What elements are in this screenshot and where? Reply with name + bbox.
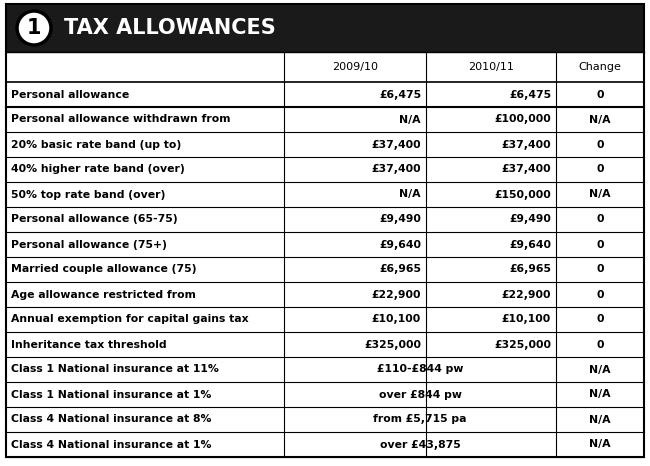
Text: £22,900: £22,900 [502,289,551,300]
Text: Personal allowance: Personal allowance [11,89,129,100]
Text: £9,490: £9,490 [379,214,421,225]
Text: £37,400: £37,400 [371,164,421,174]
Text: N/A: N/A [590,364,611,375]
Text: Annual exemption for capital gains tax: Annual exemption for capital gains tax [11,315,248,324]
Text: N/A: N/A [590,115,611,124]
Text: Change: Change [578,62,621,72]
Text: £9,640: £9,640 [379,240,421,249]
Text: Personal allowance (75+): Personal allowance (75+) [11,240,167,249]
Text: 0: 0 [596,315,604,324]
Text: £9,640: £9,640 [509,240,551,249]
Text: N/A: N/A [400,115,421,124]
Text: £37,400: £37,400 [501,164,551,174]
Text: £6,475: £6,475 [379,89,421,100]
Text: 0: 0 [596,164,604,174]
Text: 0: 0 [596,89,604,100]
Text: over £43,875: over £43,875 [380,439,460,450]
Text: £22,900: £22,900 [372,289,421,300]
Text: £100,000: £100,000 [494,115,551,124]
Text: Class 1 National insurance at 11%: Class 1 National insurance at 11% [11,364,219,375]
Text: from £5,715 pa: from £5,715 pa [373,414,467,425]
Circle shape [17,11,51,45]
Text: £6,965: £6,965 [509,265,551,274]
Text: Personal allowance withdrawn from: Personal allowance withdrawn from [11,115,231,124]
Text: Class 4 National insurance at 8%: Class 4 National insurance at 8% [11,414,211,425]
Text: Class 4 National insurance at 1%: Class 4 National insurance at 1% [11,439,211,450]
Text: 0: 0 [596,340,604,350]
Text: £6,475: £6,475 [509,89,551,100]
Bar [6,4,644,52]
Text: £10,100: £10,100 [372,315,421,324]
Text: N/A: N/A [590,390,611,399]
Text: £325,000: £325,000 [494,340,551,350]
Text: £37,400: £37,400 [371,139,421,150]
Text: Personal allowance (65-75): Personal allowance (65-75) [11,214,177,225]
Text: Inheritance tax threshold: Inheritance tax threshold [11,340,166,350]
Text: 0: 0 [596,139,604,150]
Text: 50% top rate band (over): 50% top rate band (over) [11,190,165,199]
Text: £325,000: £325,000 [364,340,421,350]
Text: 0: 0 [596,240,604,249]
Text: N/A: N/A [590,190,611,199]
Text: £150,000: £150,000 [494,190,551,199]
Text: Class 1 National insurance at 1%: Class 1 National insurance at 1% [11,390,211,399]
Text: 2010/11: 2010/11 [468,62,514,72]
Text: £37,400: £37,400 [501,139,551,150]
Text: N/A: N/A [590,439,611,450]
Text: Married couple allowance (75): Married couple allowance (75) [11,265,196,274]
Text: 0: 0 [596,214,604,225]
Text: £9,490: £9,490 [509,214,551,225]
Text: £110-£844 pw: £110-£844 pw [377,364,463,375]
Text: 0: 0 [596,289,604,300]
Text: 0: 0 [596,265,604,274]
Text: over £844 pw: over £844 pw [378,390,461,399]
Text: 20% basic rate band (up to): 20% basic rate band (up to) [11,139,181,150]
Text: 40% higher rate band (over): 40% higher rate band (over) [11,164,185,174]
Text: £10,100: £10,100 [502,315,551,324]
Text: Age allowance restricted from: Age allowance restricted from [11,289,196,300]
Text: £6,965: £6,965 [379,265,421,274]
Text: 1: 1 [27,18,41,38]
Text: N/A: N/A [590,414,611,425]
Text: TAX ALLOWANCES: TAX ALLOWANCES [64,18,276,38]
Text: 2009/10: 2009/10 [332,62,378,72]
Text: N/A: N/A [400,190,421,199]
